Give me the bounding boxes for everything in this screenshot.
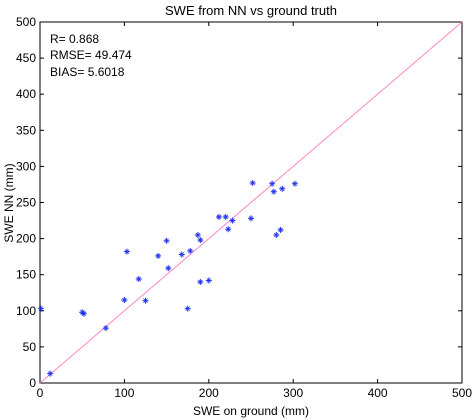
data-point (197, 237, 204, 244)
y-tick-label: 500 (16, 15, 36, 29)
data-point (102, 325, 109, 332)
data-point (187, 247, 194, 254)
x-tick-label: 200 (199, 386, 219, 400)
data-point (142, 297, 149, 304)
x-tick-label: 300 (283, 386, 303, 400)
data-point (248, 215, 254, 222)
data-point (80, 310, 87, 317)
x-tick-label: 0 (37, 386, 44, 400)
data-point (123, 248, 130, 255)
chart-title: SWE from NN vs ground truth (165, 3, 337, 18)
y-tick-label: 50 (23, 340, 37, 354)
y-tick-label: 300 (16, 159, 36, 173)
stat-rmse: RMSE= 49.474 (50, 48, 132, 62)
axis-ticks: 0 100 200 300 400 500 0 50 100 150 200 250 300 350 400… (16, 15, 472, 400)
y-tick-label: 400 (16, 87, 36, 101)
data-point (222, 213, 229, 220)
data-point (225, 226, 232, 233)
data-point (165, 265, 172, 272)
data-points (37, 180, 298, 377)
data-point (229, 217, 236, 224)
data-point (47, 370, 54, 377)
data-point (155, 252, 162, 259)
x-tick-label: 400 (368, 386, 388, 400)
data-point (273, 231, 280, 238)
data-point (194, 231, 201, 238)
identity-line (39, 21, 463, 384)
data-point (197, 278, 204, 285)
stat-r: R= 0.868 (50, 32, 99, 46)
data-point (291, 180, 298, 187)
data-point (205, 277, 212, 284)
data-point (277, 226, 284, 233)
data-point (163, 237, 170, 244)
data-point (270, 188, 277, 195)
data-point (37, 305, 44, 312)
y-tick-label: 250 (16, 196, 36, 210)
data-point (269, 180, 276, 187)
data-point (184, 305, 191, 312)
y-tick-label: 0 (29, 376, 36, 390)
x-axis-label: SWE on ground (mm) (193, 404, 309, 418)
data-point (135, 276, 142, 283)
y-tick-label: 350 (16, 123, 36, 137)
data-point (249, 180, 256, 187)
data-point (178, 251, 185, 258)
y-tick-label: 100 (16, 304, 36, 318)
y-tick-label: 200 (16, 232, 36, 246)
stat-bias: BIAS= 5.6018 (50, 65, 125, 79)
y-axis-label: SWE NN (mm) (2, 163, 16, 242)
data-point (121, 296, 128, 303)
x-tick-label: 100 (114, 386, 134, 400)
y-tick-label: 450 (16, 51, 36, 65)
x-tick-label: 500 (452, 386, 472, 400)
data-point (215, 213, 222, 220)
y-tick-label: 150 (16, 268, 36, 282)
data-point (279, 185, 286, 192)
